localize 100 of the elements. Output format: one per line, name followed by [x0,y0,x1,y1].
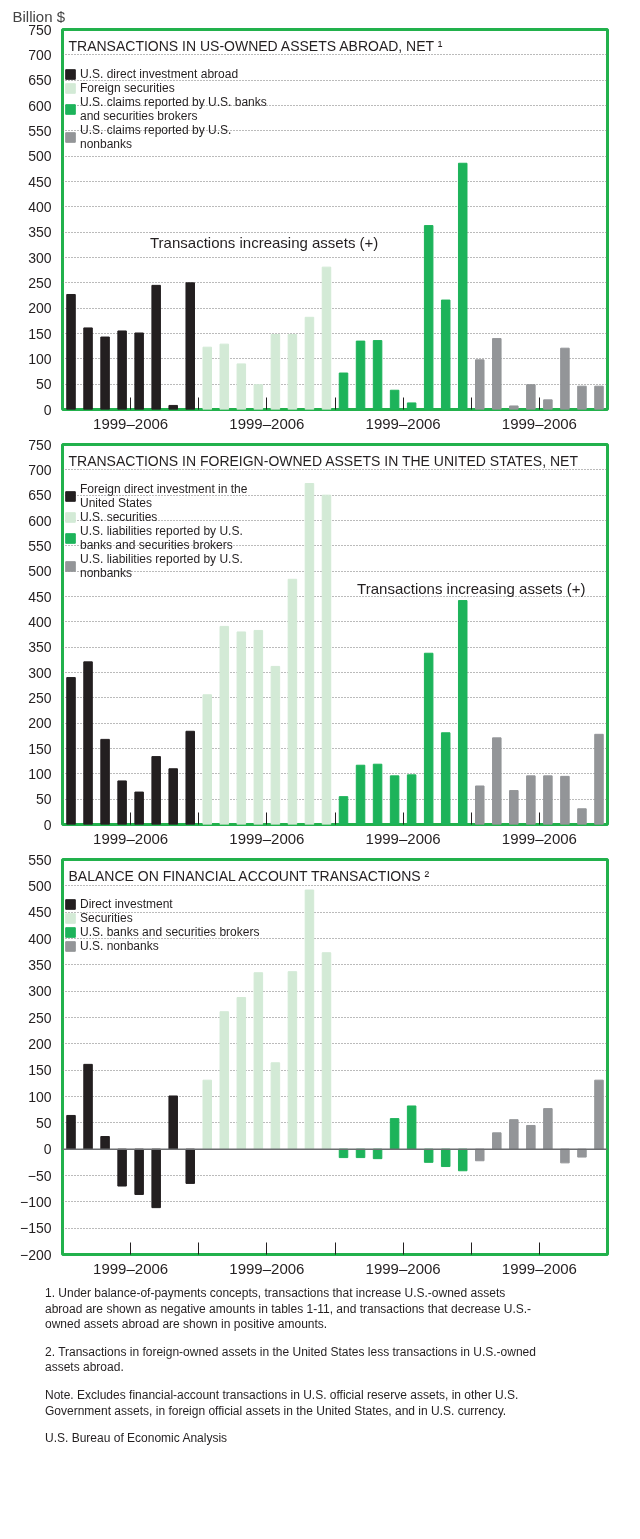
bar [117,1148,127,1187]
bar [270,334,281,410]
bar [287,334,298,410]
bar [236,996,247,1150]
bar [509,405,519,410]
bar [270,665,281,825]
bar [219,343,230,410]
bar [304,316,315,410]
bar [492,1132,502,1150]
bar [151,284,161,410]
bar [457,162,468,410]
bar [355,340,366,410]
bar [389,1118,400,1150]
x-tick-label: 1999–2006 [229,1259,305,1277]
text: TRANSACTIONS IN FOREIGN-OWNED ASSETS IN THE UNITED STATES, NET [68,452,579,469]
bar [100,1136,110,1150]
y-tick-label: 200 [28,715,52,732]
y-tick-label: 700 [28,46,52,63]
bar [509,790,519,825]
y-tick-label: 300 [28,664,52,681]
bar [66,677,76,825]
y-tick-label: 100 [28,350,52,367]
bar [185,282,195,410]
bar [236,363,247,410]
x-tick-label: 1999–2006 [229,829,305,847]
bar [440,1148,451,1168]
bar [594,385,604,410]
bar [83,661,93,825]
bar [338,372,349,410]
bar [66,293,76,410]
bar [492,338,502,410]
y-tick-label: 250 [28,689,52,706]
y-tick-label: 400 [28,930,52,947]
y-tick-label: 350 [28,639,52,656]
y-tick-label: 200 [28,300,52,317]
bar [304,889,315,1150]
y-tick-label: 450 [28,588,52,605]
x-tick-label: 1999–2006 [501,414,577,432]
y-tick-label: −150 [19,1220,52,1237]
bar [577,385,587,410]
bar [321,952,332,1150]
bar [509,1119,519,1150]
x-tick-label: 1999–2006 [93,1259,169,1277]
x-tick-label: 1999–2006 [365,414,441,432]
y-tick-label: 600 [28,512,52,529]
bar [219,625,230,825]
y-tick-label: 700 [28,461,52,478]
bar [202,1079,213,1150]
bar [543,1108,553,1150]
y-tick-label: 450 [28,904,52,921]
y-tick-label: 350 [28,956,52,973]
bar [83,327,93,410]
y-tick-label: 150 [28,740,52,757]
bar [440,299,451,410]
bar [100,738,110,825]
bar [406,774,417,825]
text: BALANCE ON FINANCIAL ACCOUNT TRANSACTIONS ² [68,867,430,884]
bar [168,404,178,410]
legend-label: Foreign securities [80,81,175,95]
bar [389,775,400,825]
bar [577,808,587,825]
y-tick-label: 500 [28,877,52,894]
bar [134,332,144,410]
bar [83,1063,93,1150]
bar [406,402,417,410]
bar [117,780,127,825]
legend-label: U.S. liabilities reported by U.S. nonbanks [80,552,243,580]
bar [117,330,127,410]
y-tick-label: 300 [28,983,52,1000]
bar [475,785,485,825]
text: 2. Transactions in foreign-owned assets in the United States less transactions in U.S.-owned assets abroad. [45,1344,537,1376]
bar [168,768,178,825]
y-tick-label: 100 [28,765,52,782]
y-tick-label: 0 [43,816,52,833]
bar [253,629,264,825]
y-tick-label: 0 [43,401,52,418]
y-tick-label: 250 [28,1009,52,1026]
y-tick-label: 50 [35,791,52,808]
annotation: Transactions increasing assets (+) [150,233,379,251]
y-tick-label: 600 [28,97,52,114]
bar [134,1148,144,1195]
y-tick-label: −200 [19,1246,52,1263]
bar [236,631,247,825]
bar [423,1148,434,1163]
bar [526,775,536,825]
bar [151,756,161,825]
legend-label: Direct investment [80,897,173,911]
bar [543,775,553,825]
legend-label: Foreign direct investment in the United States [80,482,248,510]
bar [168,1095,178,1150]
legend-label: U.S. liabilities reported by U.S. banks and securities brokers [80,524,243,552]
text: TRANSACTIONS IN US-OWNED ASSETS ABROAD, NET ¹ [68,37,443,54]
y-tick-label: −50 [27,1167,52,1184]
bar [526,384,536,410]
bar [440,732,451,825]
bar [560,775,570,825]
bar [321,266,332,410]
legend-label: U.S. claims reported by U.S. banks and securities brokers [80,95,267,123]
x-tick-label: 1999–2006 [365,1259,441,1277]
bar [475,1148,485,1162]
